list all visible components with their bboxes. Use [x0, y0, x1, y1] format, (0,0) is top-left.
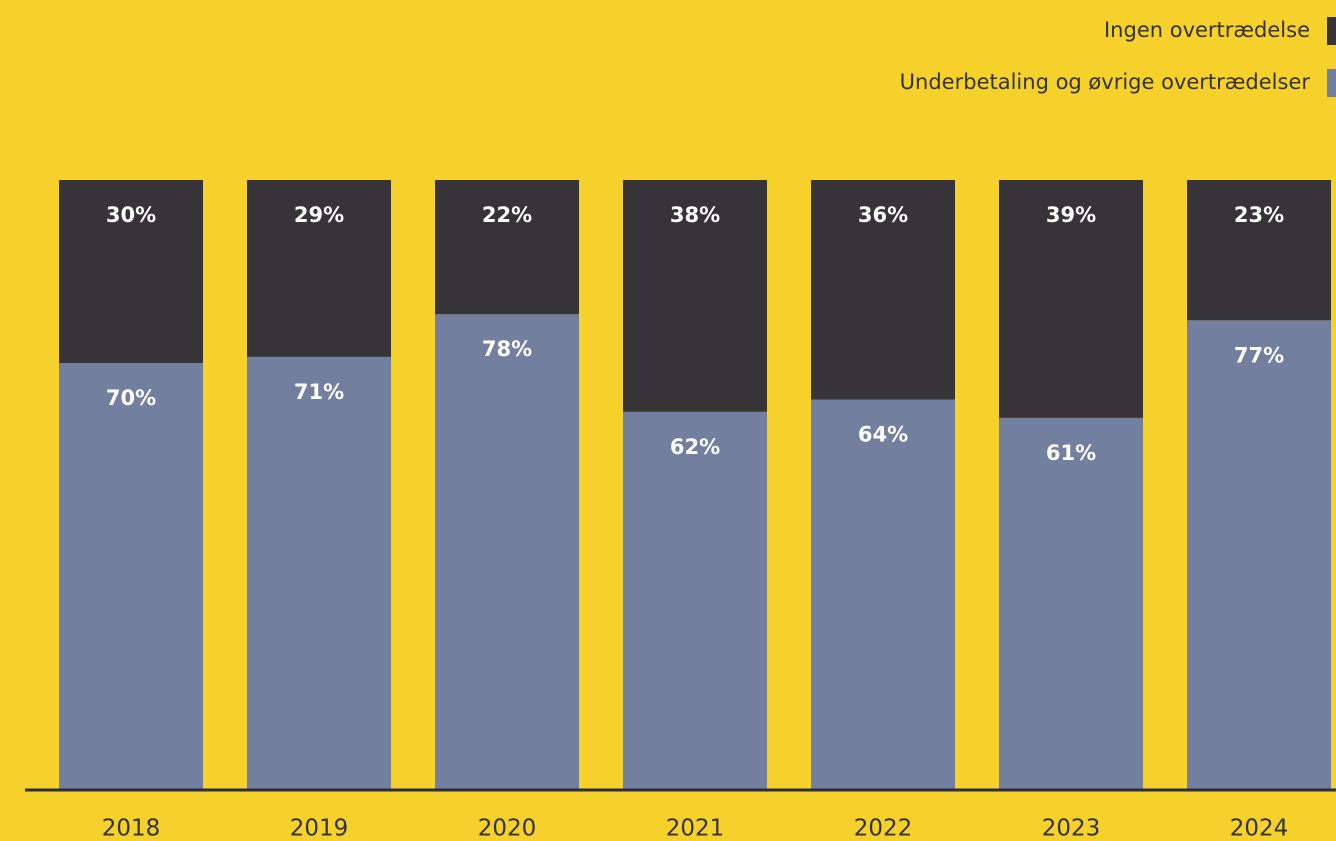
x-tick-label: 2019 — [290, 816, 349, 841]
value-label: 39% — [1046, 203, 1096, 227]
bar-segment — [811, 180, 955, 400]
value-label: 71% — [294, 380, 344, 404]
bar-segment — [1187, 320, 1331, 790]
bar-segment — [999, 417, 1143, 790]
bar-segment — [59, 363, 203, 790]
legend-marker — [1327, 17, 1336, 45]
bar-segment — [999, 180, 1143, 418]
value-label: 61% — [1046, 441, 1096, 465]
value-label: 77% — [1234, 343, 1284, 367]
bar-segment — [811, 399, 955, 790]
value-label: 29% — [294, 203, 344, 227]
bar-segment — [623, 180, 767, 412]
bar-segment — [623, 411, 767, 790]
value-label: 70% — [106, 386, 156, 410]
x-tick-label: 2021 — [666, 816, 725, 841]
legend-label: Underbetaling og øvrige overtrædelser — [900, 70, 1311, 94]
x-tick-label: 2022 — [854, 816, 913, 841]
legend-label: Ingen overtrædelse — [1104, 18, 1310, 42]
bar-segment — [1187, 180, 1331, 321]
bar-segment — [435, 180, 579, 315]
value-label: 78% — [482, 337, 532, 361]
legend-marker — [1327, 69, 1336, 97]
value-label: 23% — [1234, 203, 1284, 227]
bar-segment — [435, 314, 579, 790]
x-tick-label: 2020 — [478, 816, 537, 841]
value-label: 36% — [858, 203, 908, 227]
bar-segment — [247, 180, 391, 357]
bar-segment — [59, 180, 203, 363]
x-tick-label: 2018 — [102, 816, 161, 841]
value-label: 62% — [670, 435, 720, 459]
value-label: 38% — [670, 203, 720, 227]
value-label: 22% — [482, 203, 532, 227]
x-tick-label: 2024 — [1230, 816, 1289, 841]
value-label: 64% — [858, 423, 908, 447]
x-tick-label: 2023 — [1042, 816, 1101, 841]
bar-segment — [247, 356, 391, 790]
value-label: 30% — [106, 203, 156, 227]
